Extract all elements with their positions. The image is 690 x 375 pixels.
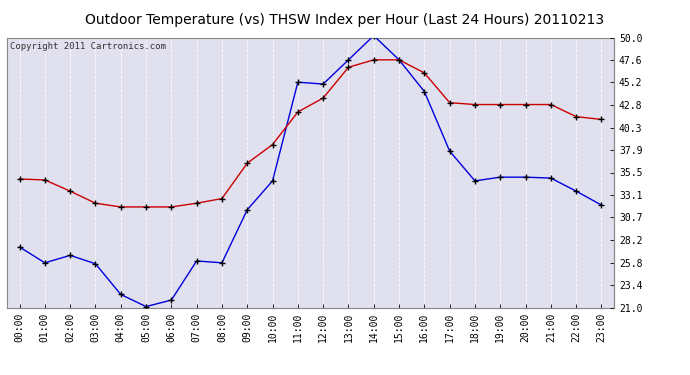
Text: Copyright 2011 Cartronics.com: Copyright 2011 Cartronics.com [10, 42, 166, 51]
Text: Outdoor Temperature (vs) THSW Index per Hour (Last 24 Hours) 20110213: Outdoor Temperature (vs) THSW Index per … [86, 13, 604, 27]
